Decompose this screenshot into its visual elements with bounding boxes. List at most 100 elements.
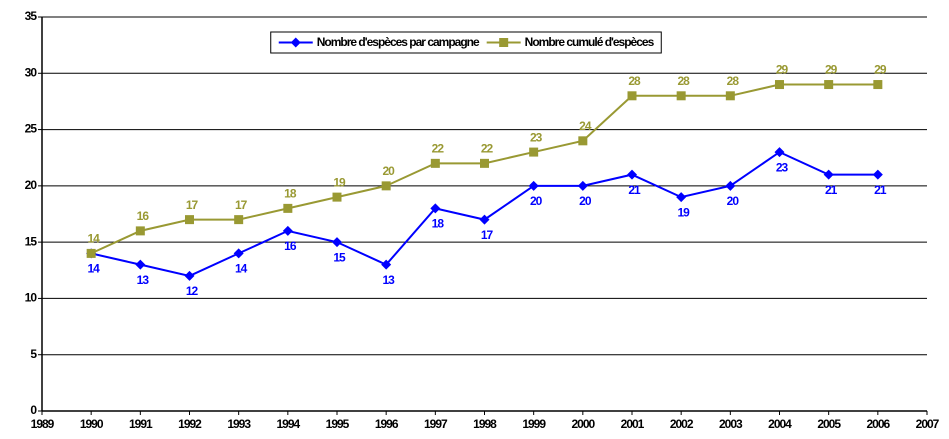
x-tick-label: 1993 — [227, 417, 251, 431]
point — [86, 248, 96, 258]
y-tick-label: 10 — [25, 291, 38, 305]
point — [873, 80, 883, 90]
y-tick-label: 35 — [25, 9, 38, 23]
data-label: 21 — [874, 183, 887, 197]
x-tick-label: 1990 — [80, 417, 104, 431]
data-label: 12 — [186, 284, 199, 298]
data-label: 16 — [137, 209, 150, 223]
point — [381, 181, 391, 191]
legend-label: Nombre cumulé d'espèces — [525, 35, 655, 49]
x-tick-label: 1989 — [31, 417, 55, 431]
legend-label: Nombre d'espèces par campagne — [317, 35, 480, 49]
y-tick-label: 20 — [25, 178, 38, 192]
data-label: 13 — [382, 273, 395, 287]
point — [332, 237, 342, 248]
data-label: 29 — [825, 63, 838, 77]
point — [627, 91, 637, 101]
legend-marker — [499, 38, 509, 47]
point — [627, 169, 637, 180]
data-label: 18 — [432, 217, 445, 231]
point — [135, 226, 145, 236]
point — [774, 147, 785, 158]
data-label: 28 — [727, 74, 740, 88]
x-tick-label: 2004 — [768, 417, 792, 431]
data-label: 21 — [825, 183, 838, 197]
point — [528, 180, 539, 191]
data-label: 20 — [530, 194, 543, 208]
data-label: 16 — [284, 239, 297, 253]
x-tick-label: 1991 — [129, 417, 153, 431]
x-tick-label: 2006 — [866, 417, 890, 431]
point — [775, 80, 784, 90]
point — [283, 203, 293, 213]
series-line — [90, 150, 878, 277]
legend: Nombre d'espèces par campagne Nombre cumu… — [270, 31, 662, 54]
point — [577, 180, 588, 191]
x-tick-label: 1994 — [276, 417, 300, 431]
data-label: 14 — [235, 262, 248, 276]
data-label: 15 — [333, 250, 346, 264]
x-tick-label: 1996 — [375, 417, 399, 431]
data-label: 19 — [677, 205, 690, 219]
x-tick-label: 1992 — [178, 417, 202, 431]
point — [823, 169, 834, 180]
point — [184, 270, 195, 281]
point — [824, 80, 834, 90]
point — [676, 91, 686, 101]
legend-marker — [290, 37, 301, 48]
data-label: 29 — [874, 63, 887, 77]
x-tick-label: 1998 — [473, 417, 497, 431]
x-tick-label: 1999 — [522, 417, 546, 431]
y-tick-label: 5 — [30, 347, 37, 361]
data-label: 28 — [628, 74, 641, 88]
data-label: 20 — [727, 194, 740, 208]
point — [529, 147, 539, 157]
data-label: 23 — [776, 160, 789, 174]
point — [725, 91, 735, 101]
point — [234, 215, 244, 225]
data-label: 20 — [579, 194, 592, 208]
point — [430, 158, 440, 168]
point — [282, 225, 293, 236]
point — [430, 203, 441, 214]
data-label: 14 — [87, 232, 100, 246]
x-tick-label: 2003 — [719, 417, 743, 431]
x-tick-label: 2000 — [571, 417, 595, 431]
x-tick-label: 2001 — [621, 417, 645, 431]
data-label: 29 — [776, 63, 789, 77]
point — [332, 192, 342, 202]
data-label: 17 — [186, 198, 199, 212]
data-label: 14 — [87, 262, 100, 276]
y-tick-label: 25 — [25, 122, 38, 136]
data-label: 23 — [530, 130, 543, 144]
legend-box — [270, 31, 662, 54]
data-label: 17 — [481, 228, 494, 242]
data-label: 20 — [382, 164, 395, 178]
point — [479, 214, 490, 225]
point — [725, 180, 736, 191]
data-label: 28 — [677, 74, 690, 88]
x-tick-label: 1997 — [424, 417, 448, 431]
point — [872, 169, 883, 180]
x-tick-label: 1995 — [326, 417, 350, 431]
point — [676, 192, 687, 203]
point — [480, 158, 489, 168]
point — [578, 136, 588, 146]
data-label: 17 — [235, 198, 248, 212]
y-tick-label: 15 — [25, 234, 38, 248]
point — [135, 259, 146, 270]
data-label: 18 — [284, 187, 297, 201]
x-tick-label: 2005 — [817, 417, 841, 431]
data-label: 13 — [137, 273, 150, 287]
data-label: 21 — [628, 183, 641, 197]
point — [381, 259, 392, 270]
point — [185, 215, 194, 225]
x-tick-label: 2007 — [916, 417, 940, 431]
data-label: 24 — [579, 119, 592, 133]
x-tick-label: 2002 — [670, 417, 694, 431]
data-label: 19 — [333, 175, 346, 189]
data-label: 22 — [432, 142, 445, 156]
y-tick-label: 0 — [30, 403, 37, 417]
point — [233, 248, 244, 259]
